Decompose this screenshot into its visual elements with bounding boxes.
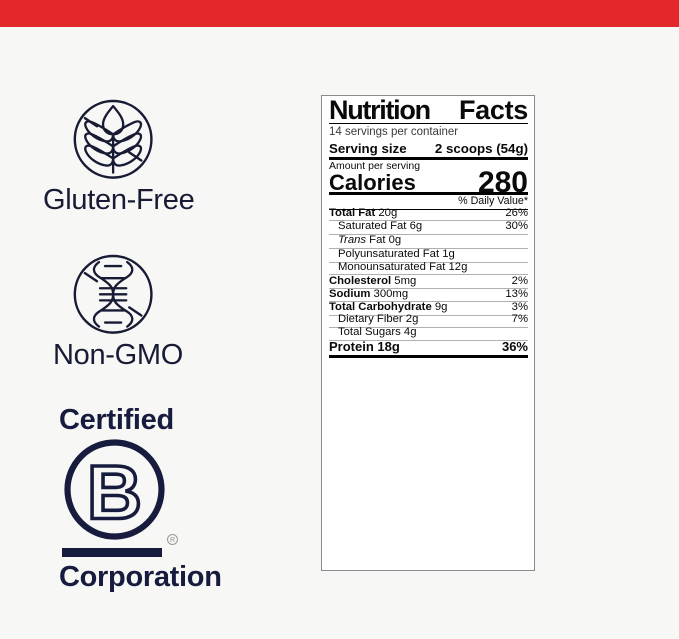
svg-text:B: B	[87, 451, 142, 536]
